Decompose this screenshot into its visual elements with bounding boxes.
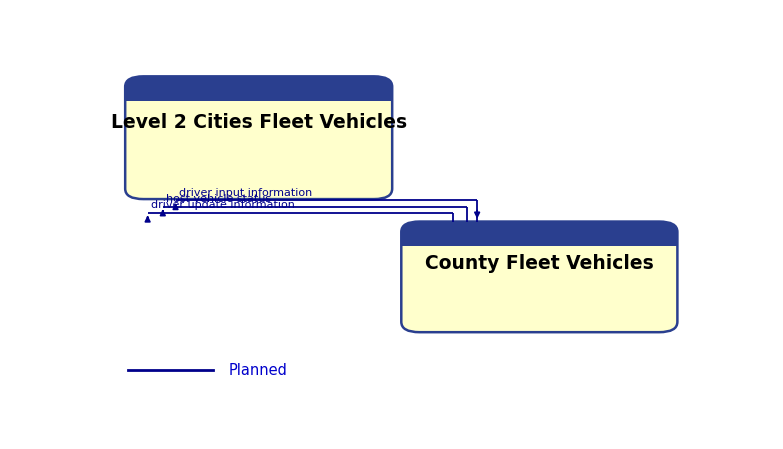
Text: Level 2 Cities Fleet Vehicles: Level 2 Cities Fleet Vehicles [110, 114, 406, 132]
FancyBboxPatch shape [125, 76, 392, 199]
Bar [125, 86, 392, 101]
Text: host vehicle status: host vehicle status [166, 194, 271, 204]
FancyBboxPatch shape [402, 221, 677, 246]
Text: driver input information: driver input information [179, 188, 312, 198]
Text: driver update information: driver update information [150, 200, 294, 210]
Text: Planned: Planned [229, 363, 287, 378]
FancyBboxPatch shape [125, 76, 392, 101]
FancyBboxPatch shape [402, 221, 677, 332]
Text: County Fleet Vehicles: County Fleet Vehicles [425, 254, 654, 273]
Bar [402, 231, 677, 246]
